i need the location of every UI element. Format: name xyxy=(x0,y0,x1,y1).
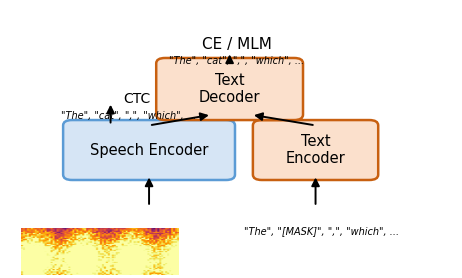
Text: CTC: CTC xyxy=(123,92,150,106)
Text: Text
Encoder: Text Encoder xyxy=(286,134,346,166)
FancyBboxPatch shape xyxy=(253,120,378,180)
Text: Text
Decoder: Text Decoder xyxy=(199,73,261,105)
FancyBboxPatch shape xyxy=(63,120,235,180)
Text: "The", "cat", ",", "which", ...: "The", "cat", ",", "which", ... xyxy=(169,56,304,66)
Text: CE / MLM: CE / MLM xyxy=(202,37,272,52)
Text: Speech Encoder: Speech Encoder xyxy=(90,143,208,158)
Text: "The", "[MASK]", ",", "which", ...: "The", "[MASK]", ",", "which", ... xyxy=(244,226,399,236)
Text: "The", "cat", ",", "which", ...: "The", "cat", ",", "which", ... xyxy=(61,111,196,121)
FancyBboxPatch shape xyxy=(156,58,303,120)
